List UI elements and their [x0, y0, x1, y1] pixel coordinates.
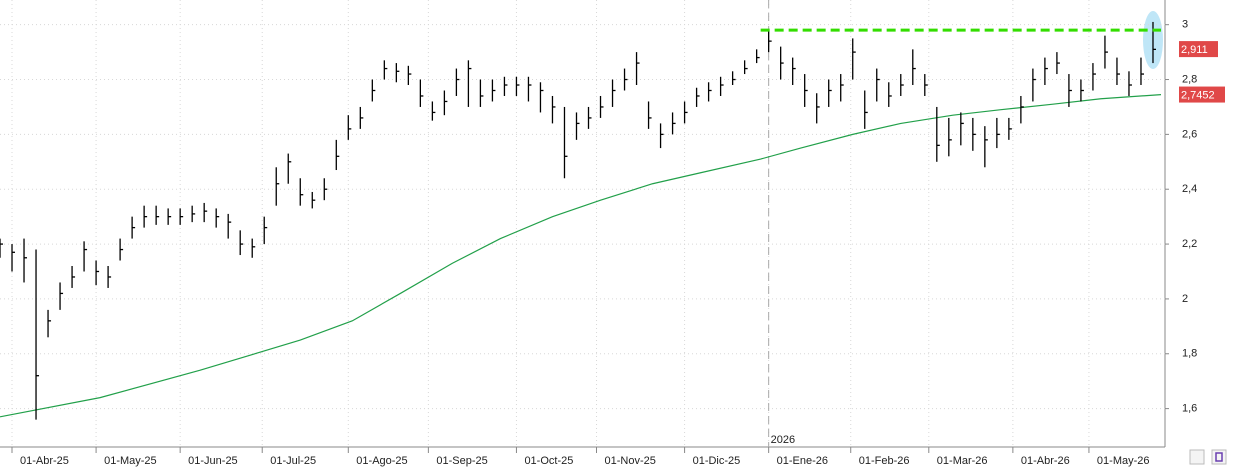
x-tick-label: 01-Abr-26: [1021, 455, 1070, 467]
price-label-box: [1179, 86, 1225, 103]
price-label-box: [1179, 41, 1218, 58]
price-label: 2,911: [1181, 44, 1208, 56]
y-tick-label: 2,8: [1182, 73, 1197, 85]
price-label: 2,7452: [1181, 89, 1215, 101]
x-tick-label: 01-Jul-25: [270, 455, 316, 467]
moving-average: [0, 94, 1162, 418]
x-tick-label: 01-Ago-25: [356, 455, 407, 467]
x-tick-label: 01-Mar-26: [937, 455, 988, 467]
y-tick-label: 3: [1182, 19, 1188, 31]
x-tick-label: 01-May-26: [1097, 455, 1150, 467]
y-tick-label: 1,8: [1182, 348, 1197, 360]
y-tick-label: 1,6: [1182, 403, 1197, 415]
y-tick-label: 2: [1182, 293, 1188, 305]
x-tick-label: 01-Ene-26: [777, 455, 828, 467]
x-tick-label: 01-Dic-25: [693, 455, 741, 467]
x-tick-label: 01-Feb-26: [859, 455, 910, 467]
year-label: 2026: [771, 434, 795, 446]
x-tick-label: 01-Oct-25: [524, 455, 573, 467]
x-tick-label: 01-Nov-25: [605, 455, 656, 467]
save-icon: [1215, 452, 1223, 462]
y-tick-label: 2,6: [1182, 128, 1197, 140]
y-tick-label: 2,2: [1182, 238, 1197, 250]
scale-button[interactable]: [1189, 449, 1205, 465]
x-tick-label: 01-Abr-25: [20, 455, 69, 467]
save-button[interactable]: [1211, 449, 1227, 465]
x-tick-label: 01-May-25: [104, 455, 157, 467]
y-tick-label: 2,4: [1182, 183, 1197, 195]
x-tick-label: 01-Jun-25: [188, 455, 238, 467]
x-tick-label: 01-Sep-25: [436, 455, 487, 467]
